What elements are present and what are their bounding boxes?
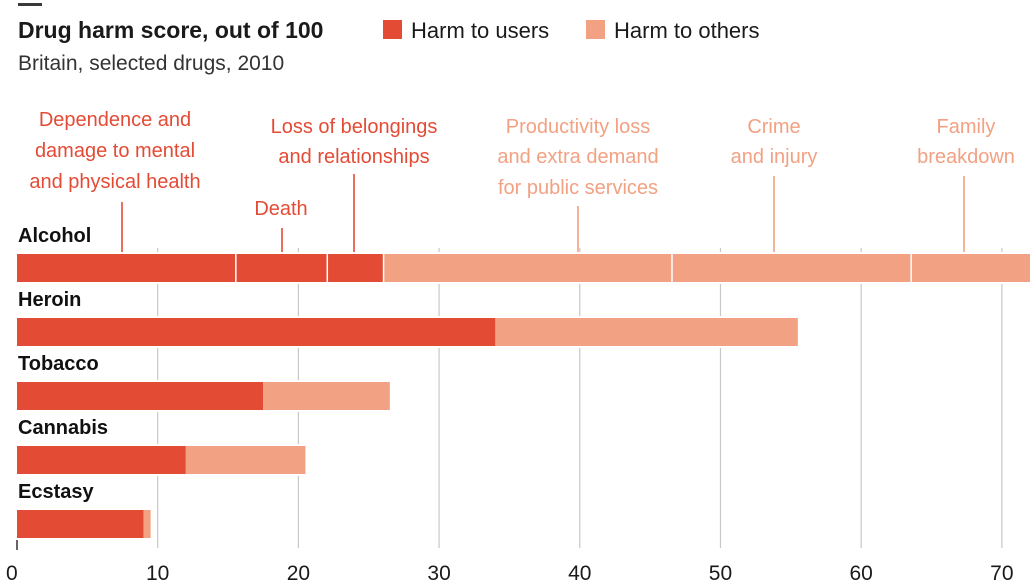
legend-label-users: Harm to users	[411, 18, 549, 43]
bar-harm-to-others	[143, 510, 151, 538]
annotation-label: Loss of belongings and relationships	[271, 116, 438, 168]
bar-segment-alcohol	[672, 254, 911, 282]
x-tick-label: 30	[427, 562, 450, 584]
category-label: Alcohol	[18, 225, 91, 247]
annotation-label: Death	[254, 198, 307, 220]
x-tick-label: 10	[146, 562, 169, 584]
category-labels: Alcohol Heroin Tobacco Cannabis Ecstasy	[18, 225, 108, 503]
annotation-label: Family breakdown	[917, 116, 1015, 168]
chart-subtitle: Britain, selected drugs, 2010	[18, 52, 284, 75]
bar-segment-alcohol	[236, 254, 327, 282]
category-label: Ecstasy	[18, 481, 94, 503]
bar-segment-alcohol	[911, 254, 1030, 282]
bar-harm-to-users	[17, 510, 144, 538]
category-label: Heroin	[18, 289, 81, 311]
bar-harm-to-users	[17, 318, 496, 346]
bar-segment-alcohol	[328, 254, 383, 282]
alcohol-annotations: Dependence and damage to mental and physic…	[29, 109, 1015, 252]
category-label: Cannabis	[18, 417, 108, 439]
category-label: Tobacco	[18, 353, 99, 375]
bars	[17, 252, 1030, 540]
legend-label-others: Harm to others	[614, 18, 760, 43]
legend-swatch-others	[586, 20, 605, 39]
annotation-label: Crime and injury	[731, 116, 818, 168]
chart-title: Drug harm score, out of 100	[18, 17, 323, 43]
x-tick-label: 70	[990, 562, 1013, 584]
x-tick-label: 20	[287, 562, 310, 584]
bar-harm-to-others	[495, 318, 798, 346]
bar-harm-to-others	[263, 382, 390, 410]
x-tick-label: 50	[709, 562, 732, 584]
gridlines	[157, 248, 1003, 548]
legend-swatch-users	[383, 20, 402, 39]
bar-harm-to-others	[185, 446, 306, 474]
annotation-label: Dependence and damage to mental and physic…	[29, 109, 200, 193]
annotation-label: Productivity loss and extra demand for pub…	[497, 116, 658, 199]
bar-harm-to-users	[17, 446, 186, 474]
legend: Harm to users Harm to others	[383, 18, 760, 43]
bar-harm-to-users	[17, 382, 264, 410]
x-tick-label: 0	[6, 562, 18, 584]
x-axis: 0 10 20 30 40 50 60 70	[6, 540, 1014, 584]
x-tick-label: 60	[849, 562, 872, 584]
bar-segment-alcohol	[384, 254, 672, 282]
x-tick-label: 40	[568, 562, 591, 584]
title-rule	[18, 3, 42, 6]
bar-segment-alcohol	[17, 254, 236, 282]
